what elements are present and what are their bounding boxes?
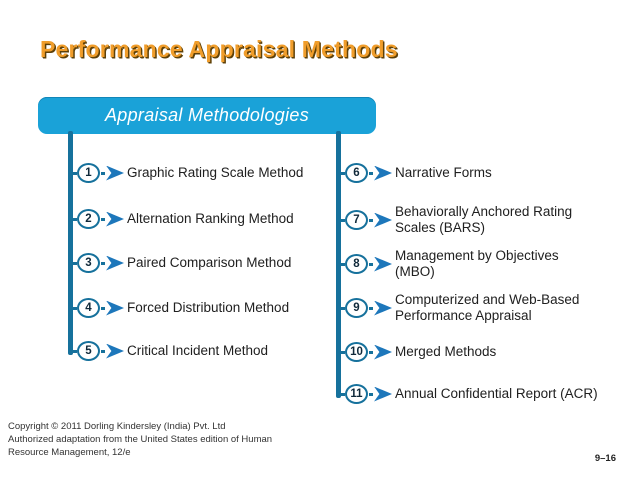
connector-tick <box>338 350 345 354</box>
arrow-icon <box>374 165 392 181</box>
list-item-7: 7 Behaviorally Anchored Rating Scales (B… <box>338 203 572 237</box>
arrow-icon <box>374 300 392 316</box>
arrow-icon <box>374 344 392 360</box>
connector-tick <box>70 171 77 175</box>
arrow-icon <box>106 343 124 359</box>
connector-dash <box>101 306 105 310</box>
list-item-9: 9 Computerized and Web-Based Performance… <box>338 291 579 325</box>
arrow-icon <box>106 165 124 181</box>
connector-dash <box>101 261 105 265</box>
page-title: Performance Appraisal Methods <box>40 36 398 62</box>
connector-tick <box>70 349 77 353</box>
connector-dash <box>369 392 373 396</box>
connector-dash <box>101 349 105 353</box>
appraisal-methodologies-box: Appraisal Methodologies <box>38 97 376 134</box>
connector-tick <box>70 306 77 310</box>
connector-dash <box>369 262 373 266</box>
connector-tick <box>70 261 77 265</box>
connector-tick <box>338 171 345 175</box>
item-number-badge: 9 <box>345 298 368 318</box>
item-number-badge: 11 <box>345 384 368 404</box>
item-label: Computerized and Web-Based Performance A… <box>395 292 580 323</box>
list-item-5: 5 Critical Incident Method <box>70 334 268 368</box>
item-number-badge: 8 <box>345 254 368 274</box>
connector-tick <box>338 392 345 396</box>
item-label: Annual Confidential Report (ACR) <box>395 386 598 402</box>
connector-dash <box>101 217 105 221</box>
appraisal-methodologies-label: Appraisal Methodologies <box>104 105 310 125</box>
item-number-badge: 2 <box>77 209 100 229</box>
item-label: Critical Incident Method <box>127 343 269 359</box>
page-number: 9–16 <box>594 453 616 464</box>
item-label: Alternation Ranking Method <box>127 211 294 227</box>
item-number-badge: 5 <box>77 341 100 361</box>
connector-dash <box>369 171 373 175</box>
list-item-8: 8 Management by Objectives (MBO) <box>338 247 559 281</box>
item-label: Behaviorally Anchored Rating Scales (BAR… <box>395 204 573 235</box>
arrow-icon <box>374 212 392 228</box>
item-number-badge: 3 <box>77 253 100 273</box>
item-label: Paired Comparison Method <box>127 255 292 271</box>
arrow-icon <box>106 255 124 271</box>
item-number-badge: 7 <box>345 210 368 230</box>
connector-tick <box>70 217 77 221</box>
item-label: Narrative Forms <box>395 165 492 181</box>
list-item-11: 11 Annual Confidential Report (ACR) <box>338 377 598 411</box>
list-item-4: 4 Forced Distribution Method <box>70 291 289 325</box>
list-item-3: 3 Paired Comparison Method <box>70 246 291 280</box>
left-connector-line <box>68 131 73 355</box>
arrow-icon <box>374 386 392 402</box>
connector-dash <box>369 306 373 310</box>
arrow-icon <box>106 211 124 227</box>
list-item-6: 6 Narrative Forms <box>338 156 492 190</box>
connector-dash <box>369 218 373 222</box>
list-item-1: 1 Graphic Rating Scale Method <box>70 156 303 190</box>
item-label: Forced Distribution Method <box>127 300 290 316</box>
connector-tick <box>338 218 345 222</box>
list-item-2: 2 Alternation Ranking Method <box>70 202 294 236</box>
arrow-icon <box>374 256 392 272</box>
item-label: Graphic Rating Scale Method <box>127 165 304 181</box>
footer-line-3: Resource Management, 12/e <box>8 447 131 458</box>
item-number-badge: 6 <box>345 163 368 183</box>
connector-dash <box>369 350 373 354</box>
footer-line-2: Authorized adaptation from the United St… <box>8 434 273 445</box>
item-number-badge: 10 <box>345 342 368 362</box>
copyright-footer: Copyright © 2011 Dorling Kindersley (Ind… <box>8 420 272 459</box>
item-number-badge: 4 <box>77 298 100 318</box>
connector-tick <box>338 306 345 310</box>
connector-tick <box>338 262 345 266</box>
connector-dash <box>101 171 105 175</box>
item-label: Management by Objectives (MBO) <box>395 248 559 279</box>
list-item-10: 10 Merged Methods <box>338 335 496 369</box>
item-number-badge: 1 <box>77 163 100 183</box>
item-label: Merged Methods <box>395 344 497 360</box>
arrow-icon <box>106 300 124 316</box>
footer-line-1: Copyright © 2011 Dorling Kindersley (Ind… <box>8 421 226 432</box>
